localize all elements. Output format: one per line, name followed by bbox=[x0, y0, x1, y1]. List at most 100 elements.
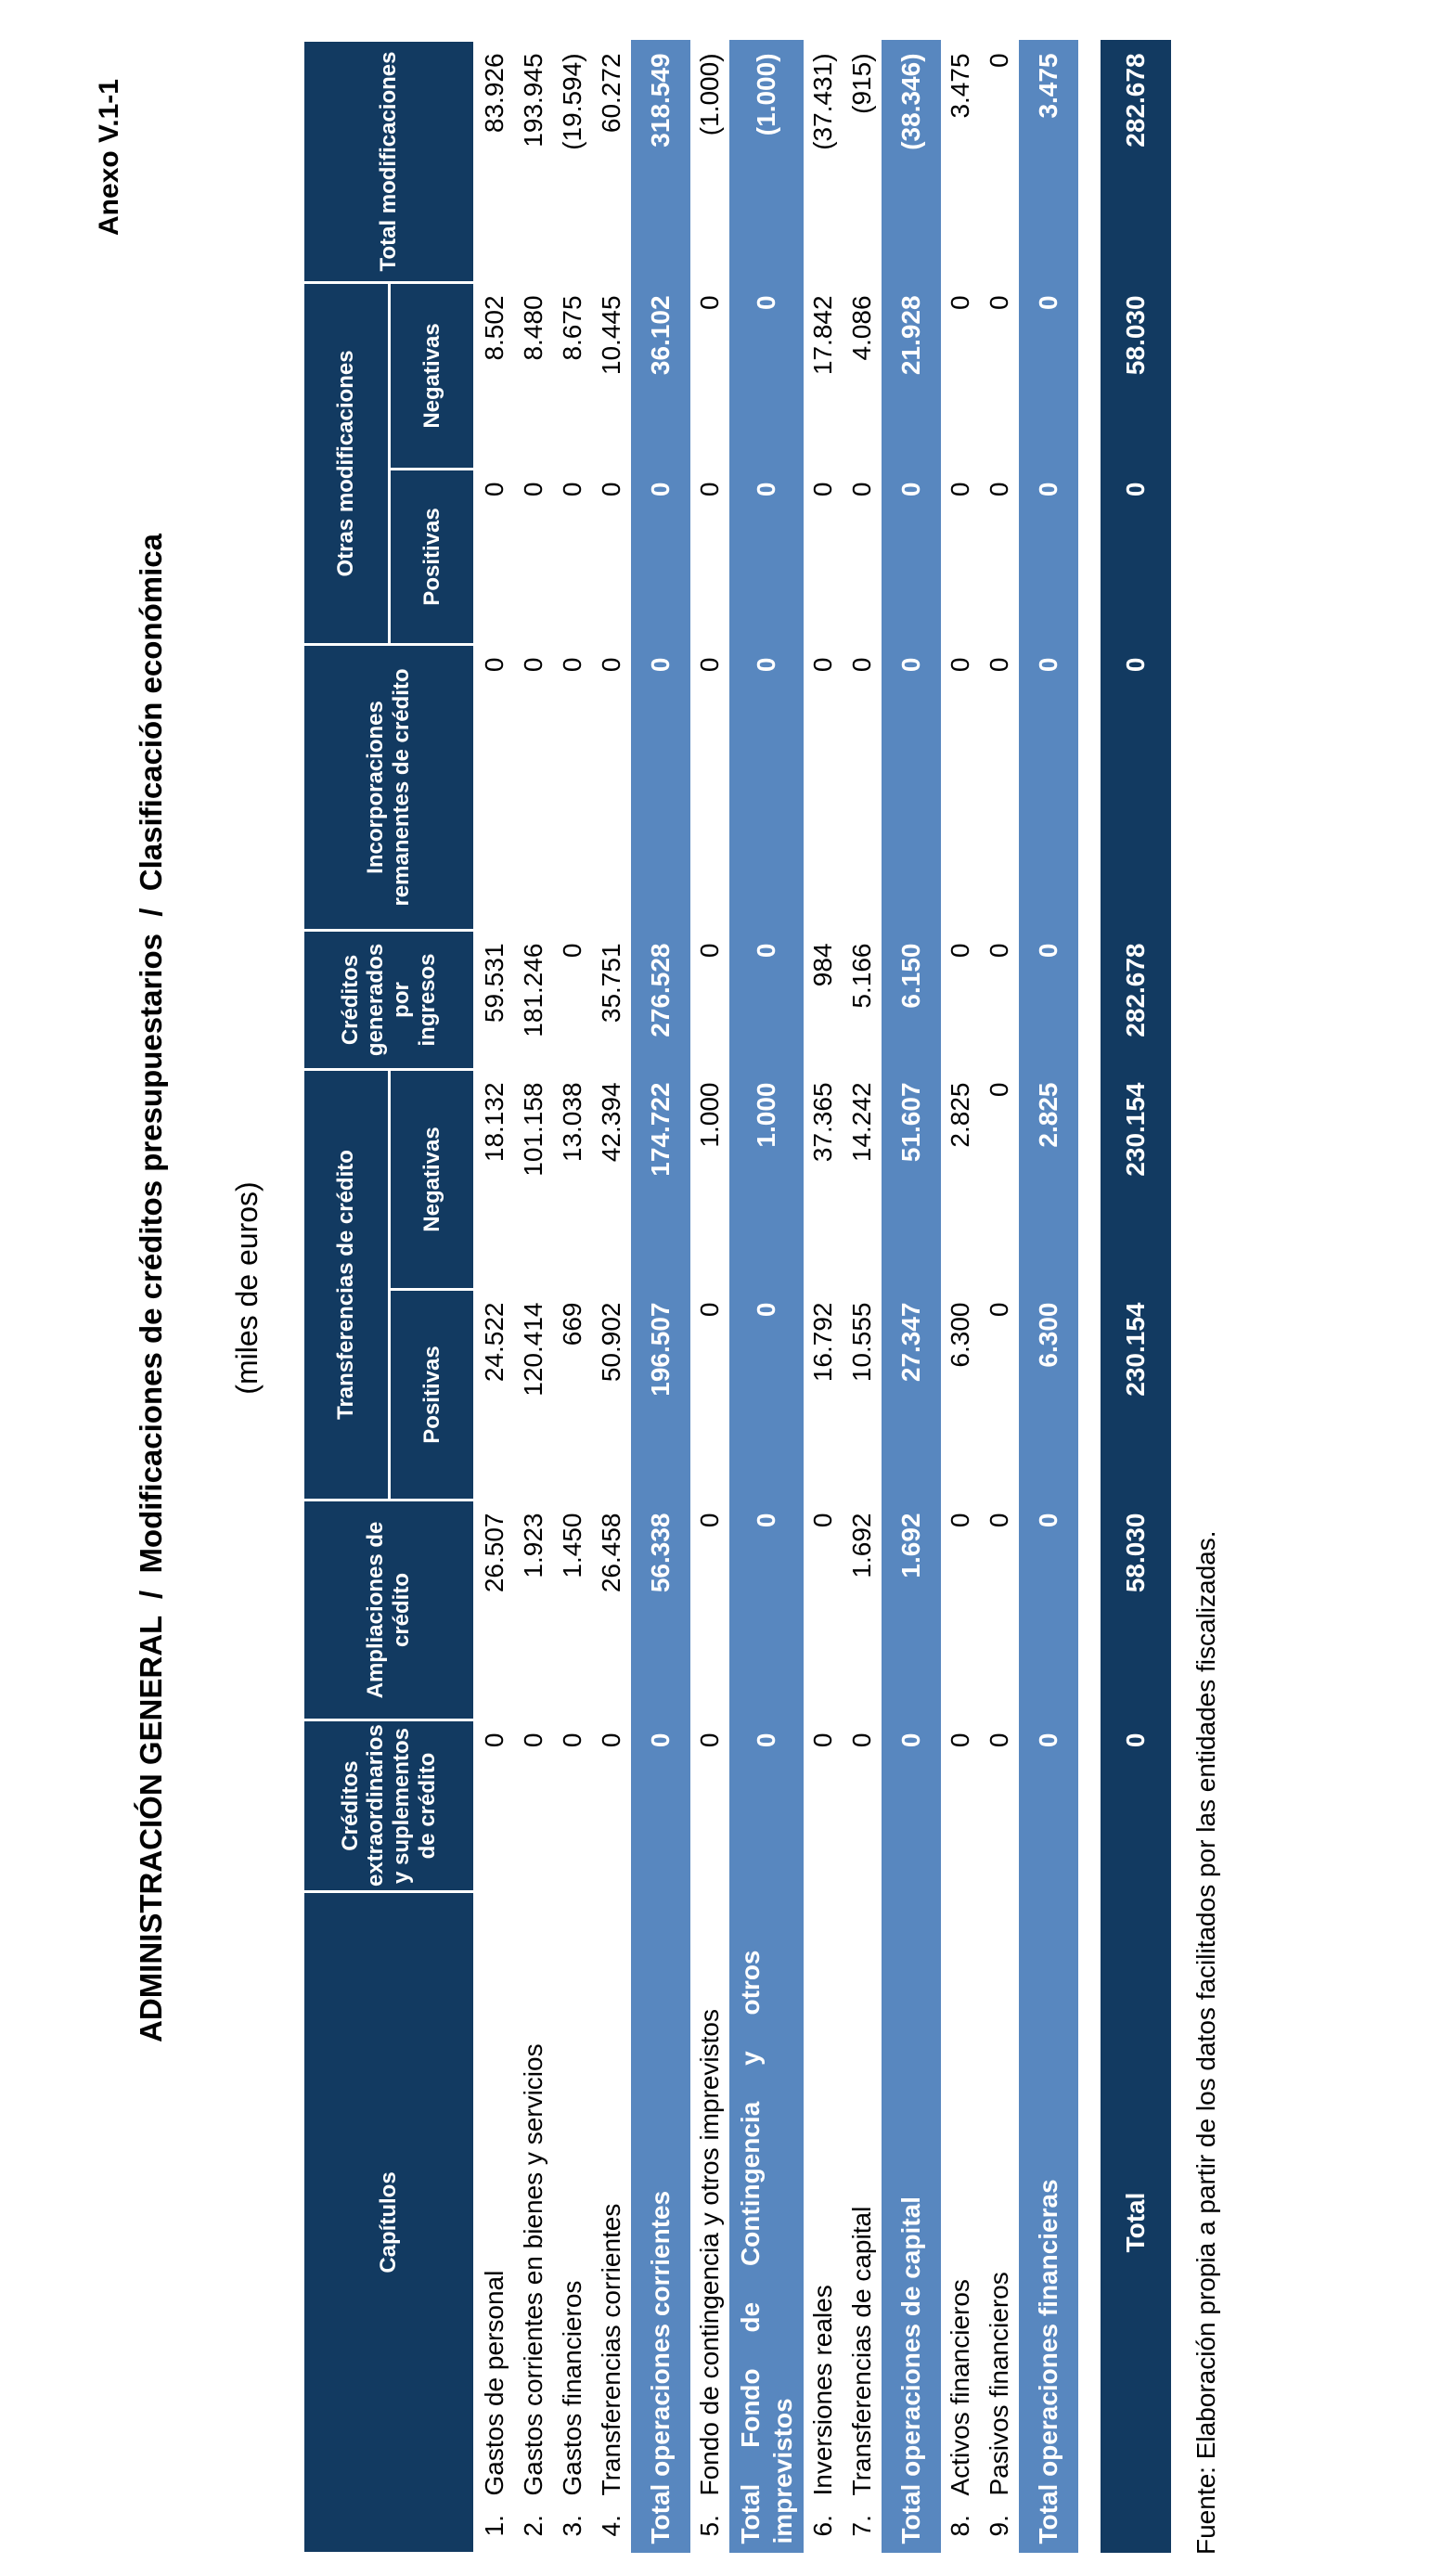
cell-total_modificaciones: 0 bbox=[984, 53, 1013, 69]
cell-incorporaciones: 0 bbox=[945, 657, 974, 673]
cell-incorporaciones: 0 bbox=[596, 657, 625, 673]
spacer-cell bbox=[1078, 40, 1101, 2553]
cell-otras_negativas: 21.928 bbox=[881, 282, 941, 470]
cell-transf_negativas: 230.154 bbox=[1100, 1069, 1171, 1290]
cell-transf_positivas: 0 bbox=[728, 1289, 804, 1501]
cell-cred_generados: 0 bbox=[984, 943, 1013, 959]
cell-transf_positivas: 0 bbox=[694, 1302, 724, 1318]
cell-cred_generados: 181.246 bbox=[518, 943, 547, 1037]
cell-transf_positivas: 196.507 bbox=[630, 1289, 690, 1501]
cell-cred_extra: 0 bbox=[694, 1732, 724, 1748]
cell-cred_extra: 0 bbox=[596, 1732, 625, 1748]
row-label-text: Inversiones reales bbox=[807, 2285, 837, 2496]
cell-total_modificaciones: 60.272 bbox=[596, 53, 625, 134]
cell-transf_negativas: 174.722 bbox=[630, 1069, 690, 1290]
cell-total_modificaciones: (38.346) bbox=[881, 40, 941, 283]
row-label: Total operaciones corrientes bbox=[630, 1891, 690, 2554]
row-label-text: Pasivos financieros bbox=[984, 2272, 1013, 2496]
cell-total_modificaciones: (19.594) bbox=[557, 53, 586, 150]
column-header-incorporaciones: Incorporaciones remanentes de crédito bbox=[303, 644, 475, 931]
row-label-text: Total operaciones corrientes bbox=[645, 2190, 675, 2544]
cell-otras_negativas: 0 bbox=[1018, 282, 1078, 470]
cell-incorporaciones: 0 bbox=[518, 657, 547, 673]
cell-cred_extra: 0 bbox=[480, 1732, 509, 1748]
cell-cred_generados: 59.531 bbox=[480, 943, 509, 1024]
cell-cred_extra: 0 bbox=[846, 1732, 876, 1748]
row-label-text: Transferencias corrientes bbox=[596, 2203, 625, 2496]
row-label-text: Transferencias de capital bbox=[846, 2206, 876, 2496]
cell-transf_positivas: 50.902 bbox=[596, 1302, 625, 1383]
cell-transf_negativas: 18.132 bbox=[480, 1082, 509, 1163]
cell-otras_negativas: 8.675 bbox=[557, 295, 586, 361]
cell-cred_extra: 0 bbox=[807, 1732, 837, 1748]
cell-cred_extra: 0 bbox=[557, 1732, 586, 1748]
cell-cred_generados: 0 bbox=[694, 943, 724, 959]
cell-cred_generados: 35.751 bbox=[596, 943, 625, 1024]
table-row: 1. Gastos de personal 0 26.507 24.522 18.132 5… bbox=[475, 40, 514, 2553]
cell-ampliaciones: 0 bbox=[807, 1513, 837, 1528]
cell-transf_positivas: 10.555 bbox=[846, 1302, 876, 1383]
subtotal-row: Total operaciones financieras 0 0 6.300 2.82… bbox=[1018, 40, 1078, 2554]
row-label: Total bbox=[1100, 1891, 1171, 2554]
cell-otras_negativas: 0 bbox=[945, 295, 974, 311]
cell-otras_positivas: 0 bbox=[480, 482, 509, 497]
cell-otras_negativas: 10.445 bbox=[596, 295, 625, 376]
cell-cred_extra: 0 bbox=[1100, 1719, 1171, 1892]
cell-transf_negativas: 13.038 bbox=[557, 1082, 586, 1163]
cell-ampliaciones: 1.692 bbox=[846, 1513, 876, 1578]
cell-cred_generados: 0 bbox=[1018, 930, 1078, 1070]
cell-ampliaciones: 0 bbox=[984, 1513, 1013, 1528]
row-label: 8. Activos financieros bbox=[941, 1892, 980, 2554]
cell-otras_negativas: 0 bbox=[984, 295, 1013, 311]
page-title: ADMINISTRACIÓN GENERAL / Modificaciones … bbox=[134, 534, 168, 2042]
cell-transf_negativas: 42.394 bbox=[596, 1082, 625, 1163]
cell-ampliaciones: 1.450 bbox=[557, 1513, 586, 1578]
table-row: 5. Fondo de contingencia y otros imprevis… bbox=[690, 40, 729, 2553]
cell-otras_positivas: 0 bbox=[1100, 469, 1171, 645]
cell-ampliaciones: 0 bbox=[728, 1500, 804, 1720]
cell-otras_negativas: 36.102 bbox=[630, 282, 690, 470]
cell-incorporaciones: 0 bbox=[630, 644, 690, 931]
cell-cred_generados: 0 bbox=[728, 930, 804, 1070]
cell-transf_negativas: 101.158 bbox=[518, 1082, 547, 1177]
column-header-capitulos: Capítulos bbox=[303, 1891, 475, 2554]
total-row: Total 0 58.030 230.154 230.154 282.678 0 0 58.03… bbox=[1100, 40, 1171, 2554]
cell-incorporaciones: 0 bbox=[557, 657, 586, 673]
cell-cred_extra: 0 bbox=[728, 1719, 804, 1892]
row-label: Total Fondo de Contingencia y otros impr… bbox=[728, 1891, 804, 2554]
table-row: 4. Transferencias corrientes 0 26.458 50.902… bbox=[592, 40, 631, 2553]
cell-total_modificaciones: 282.678 bbox=[1100, 40, 1171, 283]
row-number: 2. bbox=[518, 2515, 547, 2537]
cell-cred_generados: 6.150 bbox=[881, 930, 941, 1070]
row-label: 1. Gastos de personal bbox=[475, 1892, 514, 2554]
row-label: 4. Transferencias corrientes bbox=[592, 1892, 631, 2554]
cell-ampliaciones: 26.458 bbox=[596, 1513, 625, 1593]
cell-cred_generados: 276.528 bbox=[630, 930, 690, 1070]
row-label-text: Total Fondo de Contingencia y otros impr… bbox=[735, 1950, 797, 2544]
cell-otras_positivas: 0 bbox=[557, 482, 586, 497]
cell-otras_positivas: 0 bbox=[807, 482, 837, 497]
cell-otras_negativas: 8.480 bbox=[518, 295, 547, 361]
table-row: 6. Inversiones reales 0 0 16.792 37.365 984 0 0 1… bbox=[804, 40, 843, 2553]
row-label: 7. Transferencias de capital bbox=[843, 1892, 882, 2554]
cell-transf_positivas: 6.300 bbox=[1018, 1289, 1078, 1501]
table-row: 8. Activos financieros 0 0 6.300 2.825 0 0 0 0 3.4… bbox=[941, 40, 980, 2553]
row-label-text: Total operaciones financieras bbox=[1033, 2179, 1062, 2544]
cell-ampliaciones: 58.030 bbox=[1100, 1500, 1171, 1720]
cell-cred_generados: 984 bbox=[807, 943, 837, 987]
cell-otras_negativas: 8.502 bbox=[480, 295, 509, 361]
cell-incorporaciones: 0 bbox=[480, 657, 509, 673]
cell-otras_negativas: 4.086 bbox=[846, 295, 876, 361]
budget-modifications-table: Capítulos Créditos extraordinarios y sup… bbox=[302, 39, 1171, 2555]
row-label: 3. Gastos financieros bbox=[553, 1892, 592, 2554]
table-body: 1. Gastos de personal 0 26.507 24.522 18.132 5… bbox=[475, 40, 1171, 2554]
cell-transf_positivas: 16.792 bbox=[807, 1302, 837, 1383]
cell-ampliaciones: 0 bbox=[1018, 1500, 1078, 1720]
table-header: Capítulos Créditos extraordinarios y sup… bbox=[303, 40, 475, 2554]
cell-ampliaciones: 56.338 bbox=[630, 1500, 690, 1720]
cell-transf_positivas: 6.300 bbox=[945, 1302, 974, 1368]
row-label-text: Gastos corrientes en bienes y servicios bbox=[518, 2043, 547, 2496]
cell-cred_generados: 0 bbox=[557, 943, 586, 959]
cell-transf_positivas: 0 bbox=[984, 1302, 1013, 1318]
cell-otras_positivas: 0 bbox=[694, 482, 724, 497]
